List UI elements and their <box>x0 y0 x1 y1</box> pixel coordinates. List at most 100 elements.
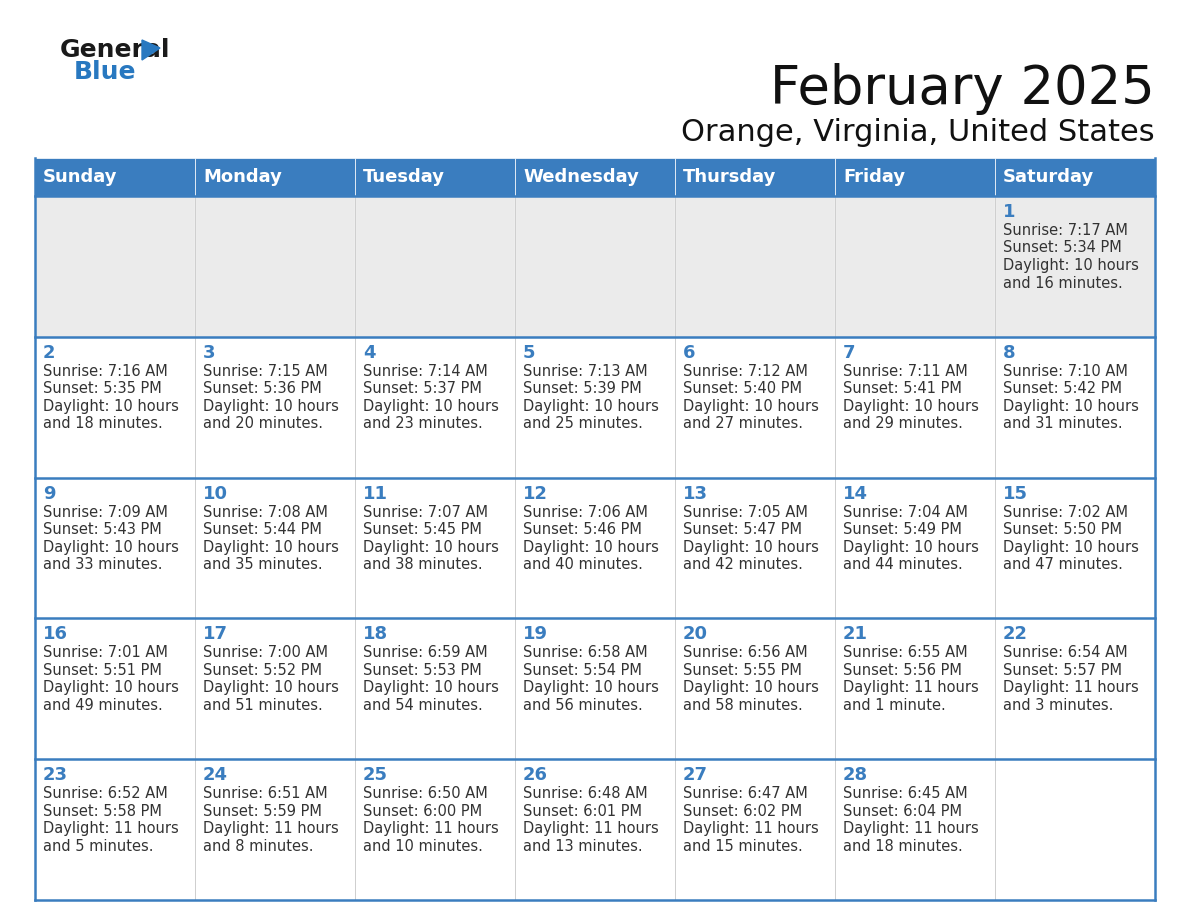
Text: Sunset: 5:41 PM: Sunset: 5:41 PM <box>843 381 962 397</box>
Text: Sunrise: 7:15 AM: Sunrise: 7:15 AM <box>203 364 328 379</box>
Text: and 16 minutes.: and 16 minutes. <box>1003 275 1123 290</box>
FancyBboxPatch shape <box>195 196 355 337</box>
Text: Sunset: 5:47 PM: Sunset: 5:47 PM <box>683 522 802 537</box>
FancyBboxPatch shape <box>835 759 996 900</box>
Text: Sunset: 6:01 PM: Sunset: 6:01 PM <box>523 803 642 819</box>
Text: 6: 6 <box>683 344 695 362</box>
Text: Sunrise: 6:58 AM: Sunrise: 6:58 AM <box>523 645 647 660</box>
Text: Sunrise: 7:08 AM: Sunrise: 7:08 AM <box>203 505 328 520</box>
Text: Sunrise: 7:05 AM: Sunrise: 7:05 AM <box>683 505 808 520</box>
Text: Blue: Blue <box>74 60 137 84</box>
Text: Daylight: 11 hours: Daylight: 11 hours <box>843 822 979 836</box>
Text: 11: 11 <box>364 485 388 502</box>
Text: 19: 19 <box>523 625 548 644</box>
Text: and 44 minutes.: and 44 minutes. <box>843 557 962 572</box>
Text: Sunrise: 7:10 AM: Sunrise: 7:10 AM <box>1003 364 1127 379</box>
Text: and 23 minutes.: and 23 minutes. <box>364 416 482 431</box>
Text: Daylight: 10 hours: Daylight: 10 hours <box>523 540 659 554</box>
Text: Sunrise: 7:07 AM: Sunrise: 7:07 AM <box>364 505 488 520</box>
Text: Sunrise: 7:12 AM: Sunrise: 7:12 AM <box>683 364 808 379</box>
Text: and 8 minutes.: and 8 minutes. <box>203 839 314 854</box>
Text: Sunset: 5:34 PM: Sunset: 5:34 PM <box>1003 241 1121 255</box>
Text: Sunrise: 7:02 AM: Sunrise: 7:02 AM <box>1003 505 1127 520</box>
FancyBboxPatch shape <box>996 477 1155 619</box>
Text: Daylight: 10 hours: Daylight: 10 hours <box>203 540 339 554</box>
FancyBboxPatch shape <box>195 759 355 900</box>
Text: Daylight: 10 hours: Daylight: 10 hours <box>43 398 179 414</box>
Text: and 47 minutes.: and 47 minutes. <box>1003 557 1123 572</box>
Text: Sunset: 5:39 PM: Sunset: 5:39 PM <box>523 381 642 397</box>
Text: Monday: Monday <box>203 168 282 186</box>
FancyBboxPatch shape <box>835 196 996 337</box>
Text: 14: 14 <box>843 485 868 502</box>
Text: Daylight: 10 hours: Daylight: 10 hours <box>43 680 179 696</box>
FancyBboxPatch shape <box>675 759 835 900</box>
FancyBboxPatch shape <box>195 477 355 619</box>
Text: 26: 26 <box>523 767 548 784</box>
Text: Sunrise: 7:17 AM: Sunrise: 7:17 AM <box>1003 223 1127 238</box>
FancyBboxPatch shape <box>516 619 675 759</box>
Text: Sunset: 5:52 PM: Sunset: 5:52 PM <box>203 663 322 677</box>
Text: 20: 20 <box>683 625 708 644</box>
Text: Sunrise: 6:45 AM: Sunrise: 6:45 AM <box>843 786 967 801</box>
Text: and 54 minutes.: and 54 minutes. <box>364 698 482 713</box>
FancyBboxPatch shape <box>34 759 195 900</box>
Text: 1: 1 <box>1003 203 1016 221</box>
Text: Sunset: 5:54 PM: Sunset: 5:54 PM <box>523 663 642 677</box>
Text: and 25 minutes.: and 25 minutes. <box>523 416 643 431</box>
Text: Sunset: 5:51 PM: Sunset: 5:51 PM <box>43 663 162 677</box>
Text: Daylight: 10 hours: Daylight: 10 hours <box>843 398 979 414</box>
Text: 8: 8 <box>1003 344 1016 362</box>
FancyBboxPatch shape <box>675 158 835 196</box>
FancyBboxPatch shape <box>195 337 355 477</box>
Text: Daylight: 10 hours: Daylight: 10 hours <box>683 680 819 696</box>
FancyBboxPatch shape <box>355 477 516 619</box>
Text: Sunrise: 6:56 AM: Sunrise: 6:56 AM <box>683 645 808 660</box>
Text: Sunrise: 6:50 AM: Sunrise: 6:50 AM <box>364 786 488 801</box>
Text: 13: 13 <box>683 485 708 502</box>
Text: Daylight: 10 hours: Daylight: 10 hours <box>683 398 819 414</box>
Text: 27: 27 <box>683 767 708 784</box>
Text: Sunrise: 6:55 AM: Sunrise: 6:55 AM <box>843 645 967 660</box>
Text: Friday: Friday <box>843 168 905 186</box>
Text: and 38 minutes.: and 38 minutes. <box>364 557 482 572</box>
Text: Sunset: 5:42 PM: Sunset: 5:42 PM <box>1003 381 1121 397</box>
FancyBboxPatch shape <box>34 337 195 477</box>
Text: Sunset: 5:59 PM: Sunset: 5:59 PM <box>203 803 322 819</box>
FancyBboxPatch shape <box>675 196 835 337</box>
Text: and 56 minutes.: and 56 minutes. <box>523 698 643 713</box>
Text: Daylight: 11 hours: Daylight: 11 hours <box>203 822 339 836</box>
FancyBboxPatch shape <box>355 158 516 196</box>
Text: and 29 minutes.: and 29 minutes. <box>843 416 963 431</box>
Text: Daylight: 11 hours: Daylight: 11 hours <box>843 680 979 696</box>
Text: Daylight: 10 hours: Daylight: 10 hours <box>523 680 659 696</box>
Text: Sunrise: 7:11 AM: Sunrise: 7:11 AM <box>843 364 968 379</box>
Text: Sunset: 5:36 PM: Sunset: 5:36 PM <box>203 381 322 397</box>
Text: Daylight: 11 hours: Daylight: 11 hours <box>523 822 659 836</box>
Text: Daylight: 10 hours: Daylight: 10 hours <box>203 680 339 696</box>
Text: and 33 minutes.: and 33 minutes. <box>43 557 163 572</box>
Text: Sunrise: 6:51 AM: Sunrise: 6:51 AM <box>203 786 328 801</box>
Text: and 58 minutes.: and 58 minutes. <box>683 698 803 713</box>
Text: Sunrise: 6:54 AM: Sunrise: 6:54 AM <box>1003 645 1127 660</box>
Text: 3: 3 <box>203 344 215 362</box>
FancyBboxPatch shape <box>835 477 996 619</box>
Text: Sunrise: 6:47 AM: Sunrise: 6:47 AM <box>683 786 808 801</box>
FancyBboxPatch shape <box>34 158 195 196</box>
FancyBboxPatch shape <box>516 759 675 900</box>
Text: 25: 25 <box>364 767 388 784</box>
Text: and 31 minutes.: and 31 minutes. <box>1003 416 1123 431</box>
Text: Sunset: 5:55 PM: Sunset: 5:55 PM <box>683 663 802 677</box>
FancyBboxPatch shape <box>675 337 835 477</box>
Text: Thursday: Thursday <box>683 168 777 186</box>
Text: and 49 minutes.: and 49 minutes. <box>43 698 163 713</box>
Text: General: General <box>61 38 171 62</box>
Text: and 3 minutes.: and 3 minutes. <box>1003 698 1113 713</box>
Text: Tuesday: Tuesday <box>364 168 446 186</box>
Text: and 51 minutes.: and 51 minutes. <box>203 698 323 713</box>
FancyBboxPatch shape <box>516 337 675 477</box>
Text: Sunset: 5:43 PM: Sunset: 5:43 PM <box>43 522 162 537</box>
FancyBboxPatch shape <box>996 759 1155 900</box>
Text: 15: 15 <box>1003 485 1028 502</box>
FancyBboxPatch shape <box>675 619 835 759</box>
